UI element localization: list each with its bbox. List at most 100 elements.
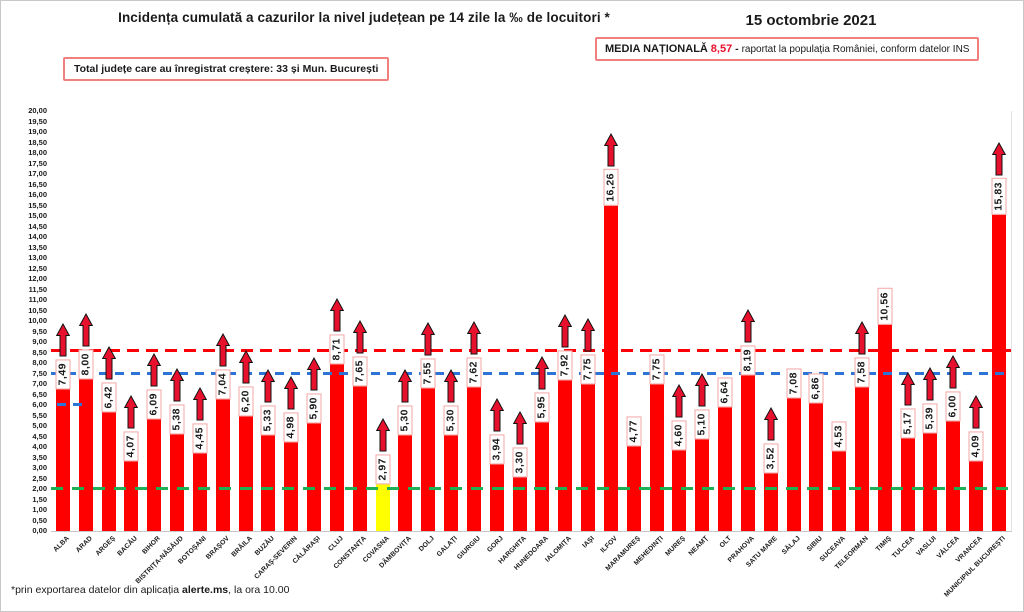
ytick-label: 4,00 (32, 442, 47, 451)
bar-column: 2,97 COVASNA (361, 111, 394, 564)
ytick-label: 2,50 (32, 473, 47, 483)
value-label: 7,55 (420, 358, 436, 389)
bar-column: 4,45 BOTOȘANI (177, 111, 211, 566)
value-label: 7,04 (215, 368, 231, 400)
bar-annotation: 4,77 (626, 416, 642, 447)
bar (147, 403, 162, 531)
growth-arrow-icon (443, 369, 459, 403)
bar (56, 373, 70, 531)
growth-arrow-icon (55, 323, 71, 357)
bar (329, 348, 344, 531)
bar-annotation: 5,30 (443, 369, 459, 436)
value-label: 5,30 (397, 405, 413, 436)
bar-annotation: 7,55 (420, 322, 436, 389)
bar-annotation: 3,94 (489, 397, 505, 465)
bar-annotation: 7,75 (649, 353, 665, 385)
bar-column: 6,42 ARGEȘ (94, 111, 120, 557)
bar-annotation: 3,30 (512, 411, 528, 478)
value-label: 4,98 (283, 411, 299, 443)
bar (421, 372, 436, 531)
bar-column: 5,17 TULCEA (891, 111, 919, 560)
growth-arrow-icon (421, 322, 436, 356)
bar (695, 423, 710, 531)
growth-arrow-icon (991, 141, 1007, 176)
ytick-label: 0,50 (32, 515, 47, 525)
bar-annotation: 5,95 (534, 355, 550, 423)
bar-annotation: 6,00 (945, 354, 961, 421)
bar (101, 396, 116, 531)
value-label: 5,39 (922, 403, 938, 434)
national-average-value: 8,57 (710, 43, 733, 55)
ytick-label: 11,50 (28, 284, 47, 294)
refline-prag-verde (51, 487, 1011, 490)
value-label: 5,30 (443, 405, 459, 436)
bar-annotation: 7,65 (352, 319, 368, 387)
bar (261, 419, 276, 531)
growth-arrow-icon (215, 332, 230, 367)
bar-annotation: 5,38 (169, 367, 185, 435)
bar (284, 426, 299, 531)
bar-column: 7,04 BRAȘOV (205, 111, 234, 561)
ytick-label: 8,50 (32, 347, 47, 357)
value-label: 10,56 (877, 288, 893, 326)
ytick-label: 16,50 (28, 179, 47, 189)
bar-annotation: 5,10 (694, 373, 710, 440)
value-label: 3,94 (489, 433, 505, 465)
bar-annotation: 4,09 (968, 394, 984, 462)
chart-title: Incidența cumulată a cazurilor la nivel … (118, 10, 610, 25)
bar-annotation: 16,26 (603, 132, 619, 206)
ytick-label: 14,00 (28, 232, 47, 241)
bar-annotation: 10,56 (877, 288, 893, 326)
ytick-label: 5,00 (32, 421, 47, 430)
ytick-label: 17,00 (28, 169, 47, 178)
footnote-prefix: *prin exportarea datelor din aplicația (11, 584, 183, 596)
ytick-label: 1,50 (32, 494, 47, 504)
bar-column: 4,77 MARAMUREȘ (604, 111, 645, 572)
bar-annotation: 7,92 (557, 314, 573, 381)
bar (535, 406, 550, 531)
bar (238, 400, 253, 531)
value-label: 7,08 (786, 367, 801, 399)
value-label: 4,53 (831, 421, 847, 452)
growth-arrow-icon (740, 308, 755, 343)
bar (718, 391, 733, 531)
bar-annotation: 7,04 (215, 332, 231, 400)
bar-annotation: 8,71 (329, 297, 345, 365)
bar-column: 7,65 CONSTANȚA (332, 111, 371, 570)
bar-annotation: 7,75 (580, 317, 596, 385)
ytick-label: 12,50 (28, 263, 47, 273)
value-label: 4,09 (968, 430, 984, 462)
value-label: 5,17 (900, 408, 916, 439)
bar-annotation: 4,07 (123, 395, 139, 462)
value-label: 4,60 (671, 419, 687, 451)
ytick-label: 7,00 (32, 379, 47, 388)
bar-column: 5,90 CĂLĂRAȘI (292, 111, 325, 565)
ytick-label: 6,50 (32, 389, 47, 399)
bars: 7,49 ALBA 8,00 ARAD 6,42 ARGEȘ 4,07 BACĂU 6,09 BI… (51, 111, 1011, 599)
value-label: 4,77 (626, 416, 642, 447)
value-label: 7,49 (55, 359, 71, 390)
bar (626, 430, 641, 531)
national-average-box: MEDIA NAȚIONALĂ 8,57 - raportat la popul… (595, 37, 980, 61)
bar (991, 198, 1006, 531)
value-label: 5,90 (306, 392, 322, 424)
ytick-label: 19,00 (28, 127, 47, 136)
growth-arrow-icon (78, 312, 93, 347)
growth-arrow-icon (512, 411, 527, 445)
ytick-label: 11,00 (28, 295, 47, 304)
bar-column: 7,55 DOLJ (417, 111, 439, 553)
refline-segment-albastru-stanga (57, 403, 89, 406)
ytick-label: 15,50 (28, 200, 47, 210)
ytick-label: 3,00 (32, 463, 47, 472)
bar-annotation: 6,09 (146, 352, 162, 420)
bar (192, 437, 207, 531)
bar-annotation: 6,64 (717, 377, 733, 408)
bar-column: 7,08 SĂLAJ (780, 111, 805, 556)
bar (763, 457, 778, 531)
value-label: 15,83 (991, 177, 1007, 215)
bar-annotation: 8,00 (78, 312, 94, 379)
value-label: 7,75 (580, 353, 596, 385)
bar (854, 371, 869, 531)
footnote-app-name: alerte.ms (182, 584, 229, 596)
bar-column: 7,75 MEHEDINȚI (632, 111, 668, 567)
